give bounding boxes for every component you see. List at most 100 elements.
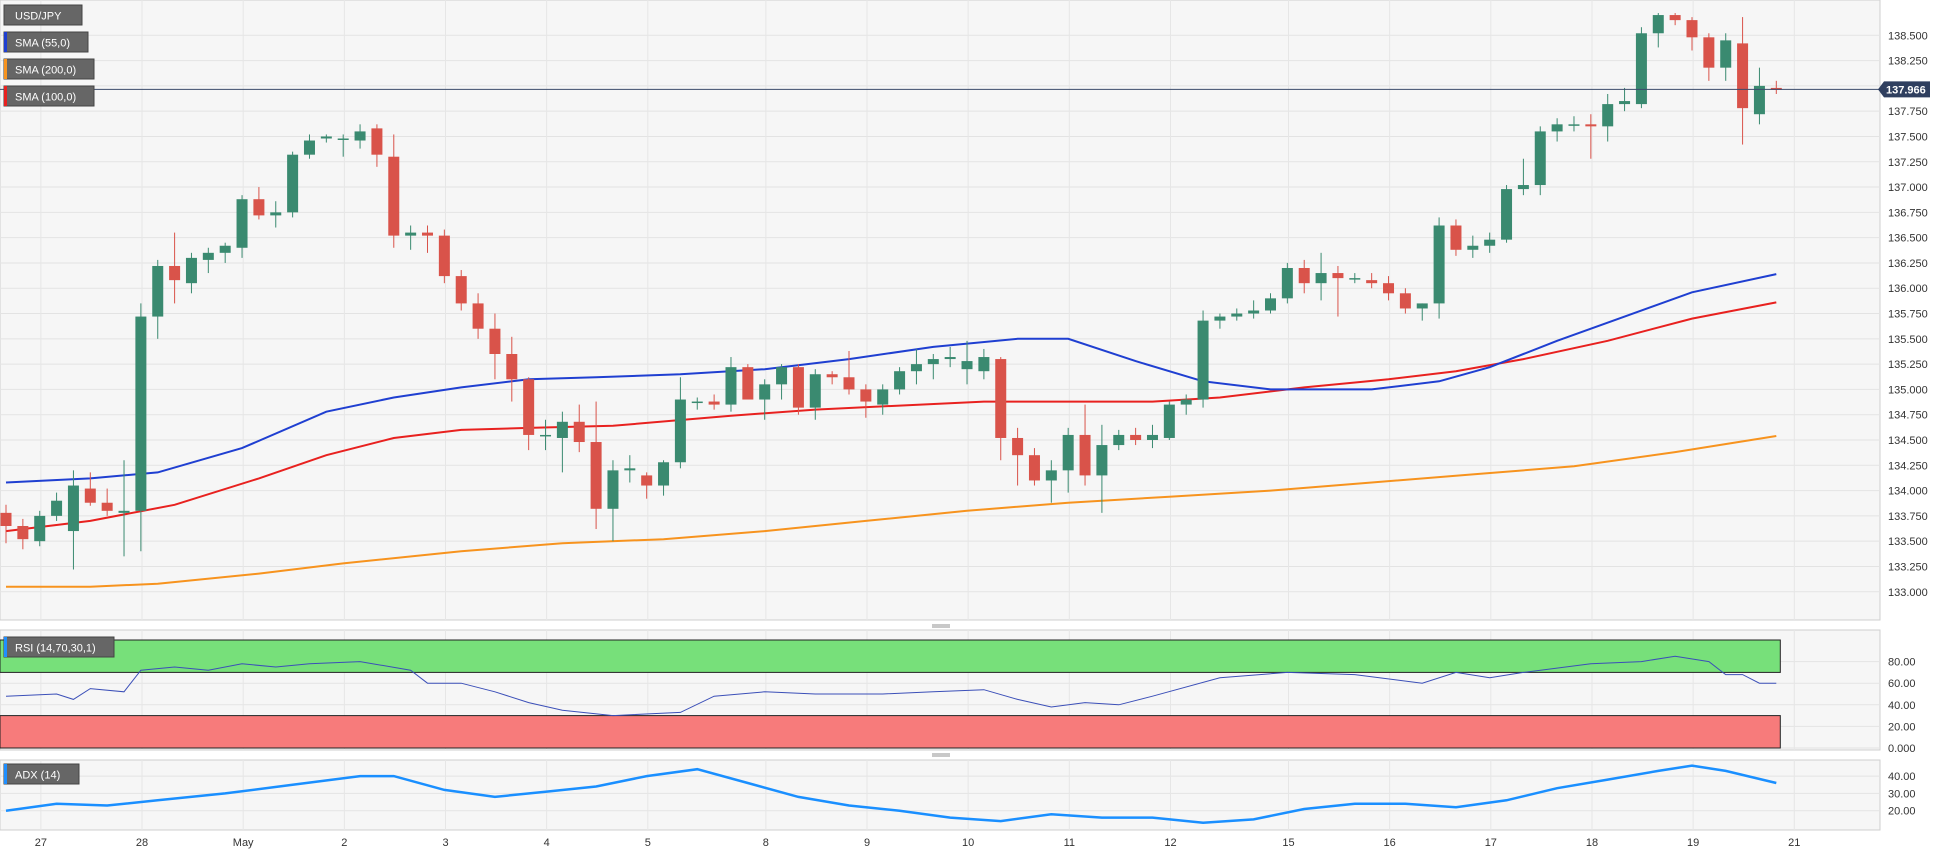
candle-body [1130, 434, 1142, 440]
x-tick-label: 17 [1485, 837, 1497, 849]
candle [1163, 401, 1175, 440]
candle [641, 472, 653, 499]
candle-body [101, 502, 113, 511]
candle [725, 357, 737, 412]
y-tick-label: 138.250 [1888, 56, 1928, 68]
candle-body [1197, 320, 1209, 400]
candle-body [185, 257, 197, 284]
candle [1197, 310, 1209, 408]
candle-body [658, 462, 670, 486]
candle [843, 350, 855, 395]
candle [388, 134, 400, 248]
y-tick-label: 137.250 [1888, 157, 1928, 169]
candle-body [84, 488, 96, 503]
candle-body [169, 265, 181, 281]
candle [1753, 67, 1765, 125]
candle [860, 384, 872, 418]
x-tick-label: May [233, 837, 254, 849]
x-tick-label: 11 [1064, 837, 1075, 849]
indicator-lines [5, 655, 1777, 825]
legend-adx[interactable]: ADX (14) [3, 763, 80, 785]
y-axis-labels: 133.000 133.250 133.500 133.750 134.000 134.2… [1888, 30, 1928, 817]
candle-body [826, 374, 838, 378]
last-price-label: 137.966 [1886, 84, 1926, 96]
candle-body [219, 245, 231, 253]
legend-sma100-label: SMA (100,0) [15, 92, 76, 104]
candle [1248, 300, 1260, 319]
candle [1703, 33, 1715, 81]
candle-body [388, 156, 400, 236]
adx-tick-label: 40.00 [1888, 771, 1916, 783]
candle [1433, 217, 1445, 319]
candle-body [1248, 310, 1260, 314]
candle-body [118, 510, 130, 513]
x-tick-label: 19 [1687, 837, 1699, 849]
candle-body [34, 515, 46, 542]
candle-body [422, 232, 433, 236]
candle-body [759, 384, 771, 400]
candle [1281, 262, 1293, 304]
candle [1332, 265, 1344, 317]
legend-sma200[interactable]: SMA (200,0) [3, 58, 95, 80]
candle-body [1737, 43, 1749, 109]
panel-resize-handle-1[interactable] [932, 624, 950, 628]
candle [1062, 427, 1074, 493]
candle-body [792, 367, 804, 408]
candle-body [674, 399, 686, 463]
candle [169, 232, 181, 304]
candle-body [51, 500, 63, 516]
legend-rsi[interactable]: RSI (14,70,30,1) [3, 636, 115, 658]
candle [658, 460, 670, 496]
panel-resize-handle-2[interactable] [932, 753, 950, 757]
candle-body [1298, 268, 1310, 284]
candle [1551, 118, 1563, 142]
candle-body [809, 374, 821, 408]
candle-body [995, 359, 1007, 438]
candle-body [1433, 225, 1445, 304]
candle [1012, 427, 1024, 486]
candle-body [1399, 293, 1411, 309]
candle-body [135, 316, 147, 511]
candle [556, 411, 568, 473]
y-tick-label: 134.250 [1888, 460, 1928, 472]
legend-sma55[interactable]: SMA (55,0) [3, 31, 89, 53]
candle-body [1163, 404, 1175, 438]
candle [371, 124, 383, 167]
candle [624, 455, 636, 483]
candle [1720, 33, 1732, 81]
candle [1130, 427, 1142, 446]
candle [506, 336, 518, 402]
legend-usdjpy[interactable]: USD/JPY [3, 4, 83, 26]
y-tick-label: 133.750 [1888, 511, 1928, 523]
sma100-line [5, 301, 1777, 533]
candle [0, 504, 12, 544]
rsi-tick-label: 40.00 [1888, 700, 1916, 712]
candle-body [0, 512, 12, 526]
candle-body [506, 354, 518, 380]
candle-body [1517, 185, 1529, 190]
candle [67, 470, 79, 570]
candle-body [253, 199, 265, 216]
x-tick-label: 15 [1282, 837, 1294, 849]
legend-sma100[interactable]: SMA (100,0) [3, 85, 95, 107]
candle-body [961, 361, 973, 370]
y-tick-label: 134.750 [1888, 410, 1928, 422]
candle-body [1332, 273, 1344, 279]
candle [708, 394, 720, 410]
candle-body [17, 526, 29, 540]
candle-body [1450, 225, 1462, 250]
candle [337, 134, 349, 157]
candle [1265, 293, 1276, 314]
candle [573, 404, 585, 453]
candle [1146, 424, 1158, 449]
rsi-tick-label: 80.00 [1888, 657, 1916, 669]
candle [185, 252, 197, 294]
x-tick-label: 18 [1586, 837, 1598, 849]
candle [809, 369, 821, 420]
candle [1652, 13, 1664, 48]
candle-body [67, 485, 79, 532]
candle [1416, 303, 1428, 321]
legend-sma55-label: SMA (55,0) [15, 38, 70, 50]
candle-body [624, 468, 636, 471]
